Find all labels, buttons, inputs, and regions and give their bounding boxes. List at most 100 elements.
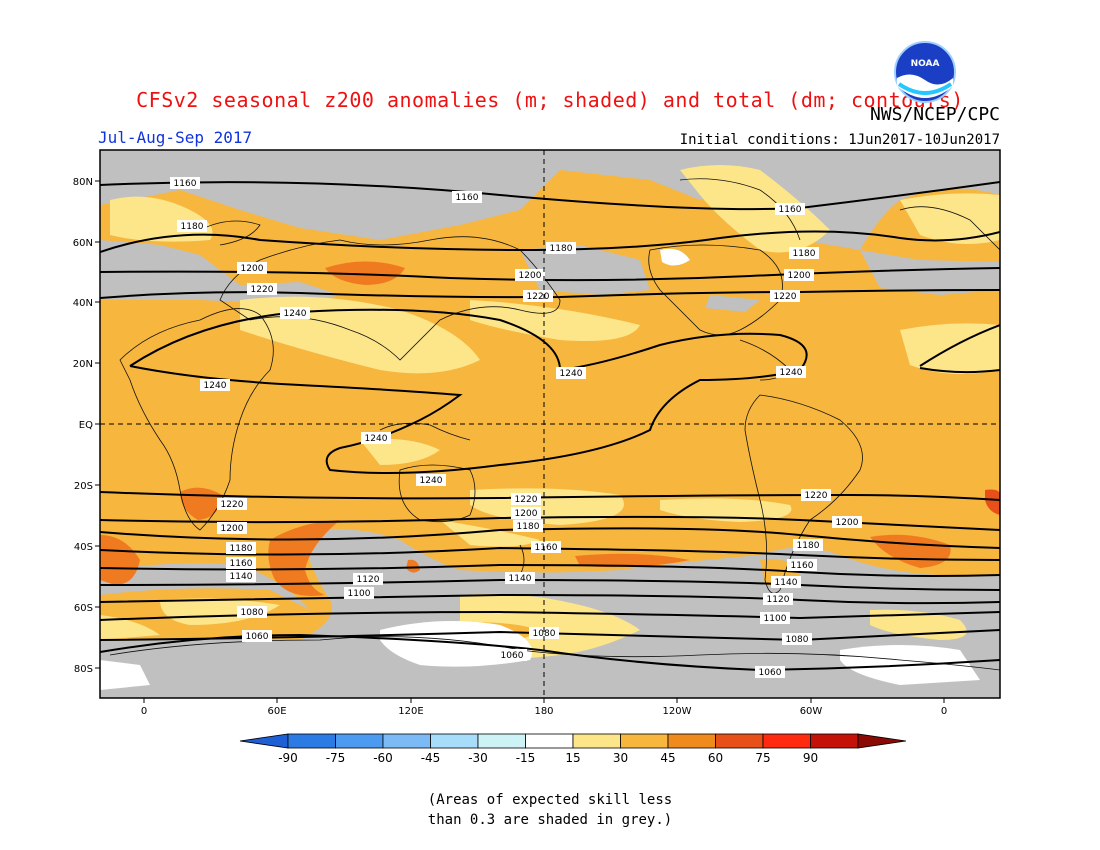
- contour-label: 1220: [770, 290, 800, 302]
- contour-label: 1240: [416, 474, 446, 486]
- svg-text:1180: 1180: [181, 222, 204, 232]
- svg-text:1220: 1220: [527, 292, 550, 302]
- lon-label: 120W: [663, 706, 692, 717]
- contour-label: 1080: [529, 627, 559, 639]
- contour-label: 1200: [832, 516, 862, 528]
- colorbar-tick-label: 30: [613, 751, 628, 765]
- contour-label: 1220: [511, 493, 541, 505]
- svg-text:1060: 1060: [246, 632, 269, 642]
- lon-label: 0: [141, 706, 147, 717]
- skill-note: (Areas of expected skill less than 0.3 a…: [0, 790, 1100, 830]
- colorbar-arrow-left: [239, 733, 289, 749]
- contour-label: 1080: [237, 606, 267, 618]
- colorbar-swatch: [525, 733, 574, 749]
- contour-label: 1160: [775, 203, 805, 215]
- agency-label: NWS/NCEP/CPC: [869, 104, 1000, 125]
- colorbar-tick-label: 45: [660, 751, 675, 765]
- contour-label: 1200: [515, 269, 545, 281]
- lon-label: 180: [534, 706, 553, 717]
- contour-label: 1160: [452, 191, 482, 203]
- contour-label: 1100: [760, 612, 790, 624]
- contour-label: 1180: [177, 220, 207, 232]
- svg-text:1100: 1100: [348, 589, 371, 599]
- colorbar-swatch: [430, 733, 479, 749]
- svg-text:1220: 1220: [774, 292, 797, 302]
- colorbar-tick-label: -15: [516, 751, 536, 765]
- svg-text:1240: 1240: [780, 368, 803, 378]
- colorbar-swatch: [477, 733, 526, 749]
- contour-labels: 1160 1160 1160 1180 1180 1180 1200 1200 …: [170, 177, 862, 678]
- svg-text:1160: 1160: [230, 559, 253, 569]
- svg-text:1140: 1140: [775, 578, 798, 588]
- svg-text:1240: 1240: [284, 309, 307, 319]
- colorbar-swatch: [810, 733, 859, 749]
- svg-text:1160: 1160: [174, 179, 197, 189]
- contour-label: 1200: [217, 522, 247, 534]
- svg-text:1060: 1060: [501, 651, 524, 661]
- contour-label: 1240: [200, 379, 230, 391]
- colorbar-swatch: [287, 733, 336, 749]
- lon-label: 0: [941, 706, 947, 717]
- svg-text:1080: 1080: [533, 629, 556, 639]
- latitude-axis: 80N 60N 40N 20N EQ 20S 40S 60S 80S: [73, 177, 100, 675]
- lat-label: 20N: [73, 359, 93, 370]
- lon-label: 60W: [800, 706, 823, 717]
- svg-text:1200: 1200: [515, 509, 538, 519]
- initial-conditions-label: Initial conditions: 1Jun2017-10Jun2017: [679, 132, 1000, 148]
- svg-text:1180: 1180: [517, 522, 540, 532]
- lon-label: 120E: [398, 706, 423, 717]
- colorbar-swatch: [667, 733, 716, 749]
- svg-text:1200: 1200: [221, 524, 244, 534]
- contour-label: 1200: [784, 269, 814, 281]
- svg-text:1180: 1180: [550, 244, 573, 254]
- lat-label: 80N: [73, 177, 93, 188]
- longitude-axis: 0 60E 120E 180 120W 60W 0: [141, 698, 947, 717]
- contour-label: 1160: [226, 557, 256, 569]
- contour-label: 1060: [497, 649, 527, 661]
- contour-label: 1160: [531, 541, 561, 553]
- svg-text:1140: 1140: [230, 572, 253, 582]
- contour-label: 1060: [242, 630, 272, 642]
- contour-lines: [100, 181, 1000, 672]
- svg-text:1160: 1160: [791, 561, 814, 571]
- contour-label: 1140: [771, 576, 801, 588]
- contour-label: 1060: [755, 666, 785, 678]
- contour-label: 1180: [789, 247, 819, 259]
- contour-label: 1160: [787, 559, 817, 571]
- contour-label: 1220: [523, 290, 553, 302]
- lat-label: EQ: [79, 420, 93, 431]
- svg-text:1220: 1220: [805, 491, 828, 501]
- colorbar-swatch: [762, 733, 811, 749]
- colorbar-swatch: [382, 733, 431, 749]
- contour-label: 1220: [217, 498, 247, 510]
- svg-text:1220: 1220: [251, 285, 274, 295]
- contour-label: 1220: [801, 489, 831, 501]
- svg-text:1200: 1200: [836, 518, 859, 528]
- svg-text:1160: 1160: [535, 543, 558, 553]
- colorbar-swatch: [572, 733, 621, 749]
- contour-label: 1120: [353, 573, 383, 585]
- contour-label: 1080: [782, 633, 812, 645]
- svg-text:1120: 1120: [357, 575, 380, 585]
- colorbar-tick-label: 60: [708, 751, 723, 765]
- colorbar: -90 -75 -60 -45 -30 -15 15 30 45 60 75 90: [239, 733, 907, 765]
- contour-label: 1240: [361, 432, 391, 444]
- colorbar-tick-label: -45: [421, 751, 441, 765]
- noaa-logo-text: NOAA: [911, 59, 940, 69]
- contour-label: 1180: [793, 539, 823, 551]
- svg-text:1180: 1180: [230, 544, 253, 554]
- skill-note-line: (Areas of expected skill less: [427, 792, 673, 808]
- colorbar-swatch: [715, 733, 764, 749]
- svg-text:1220: 1220: [221, 500, 244, 510]
- svg-text:1160: 1160: [456, 193, 479, 203]
- colorbar-tick-label: -30: [468, 751, 488, 765]
- contour-label: 1240: [556, 367, 586, 379]
- contour-label: 1180: [513, 520, 543, 532]
- contour-label: 1180: [226, 542, 256, 554]
- contour-label: 1200: [511, 507, 541, 519]
- svg-text:1080: 1080: [241, 608, 264, 618]
- colorbar-swatch: [335, 733, 384, 749]
- contour-label: 1200: [237, 262, 267, 274]
- contour-label: 1180: [546, 242, 576, 254]
